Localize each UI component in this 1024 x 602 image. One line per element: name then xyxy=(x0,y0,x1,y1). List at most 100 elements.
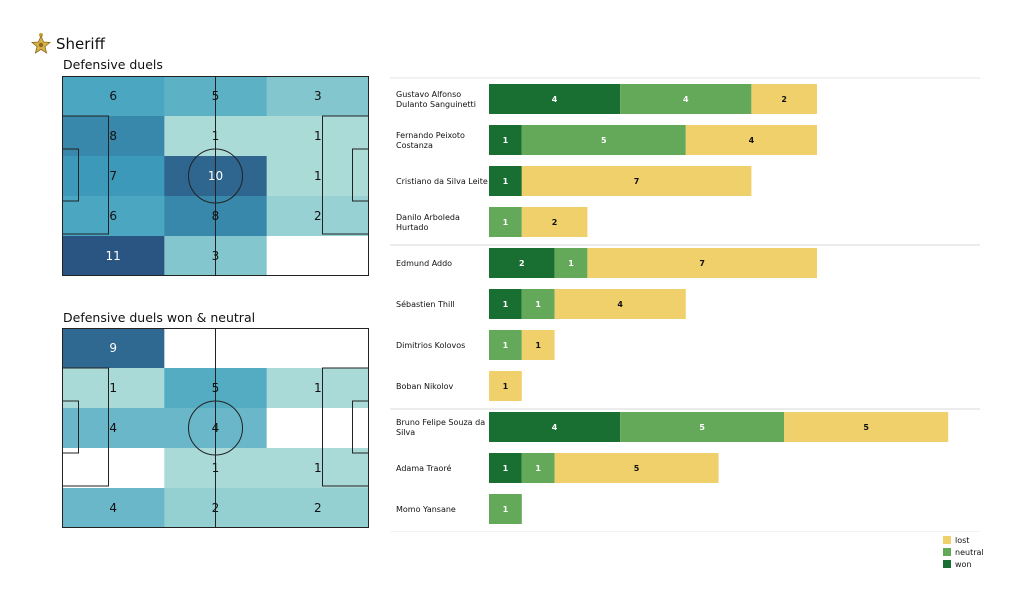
bar-segment-won xyxy=(489,166,522,196)
bar-value-neutral: 5 xyxy=(699,423,705,432)
bar-segment-lost xyxy=(489,371,522,401)
bar-segment-neutral xyxy=(620,84,752,114)
heatmap-cell-label: 3 xyxy=(212,249,220,263)
player-name: Edmund Addo xyxy=(396,259,452,268)
heatmap-cell xyxy=(62,76,165,117)
heatmap-cell-label: 9 xyxy=(109,341,117,355)
bar-segment-neutral xyxy=(521,125,686,155)
centre-circle xyxy=(188,400,243,456)
bar-value-neutral: 4 xyxy=(683,95,689,104)
heatmap-cell-label: 10 xyxy=(208,169,223,183)
bar-value-neutral: 1 xyxy=(503,505,509,514)
heatmap-cell xyxy=(266,76,369,117)
bar-value-lost: 5 xyxy=(863,423,869,432)
sheriff-star-icon xyxy=(30,33,52,54)
player-name: Cristiano da Silva Leite xyxy=(396,177,488,186)
bar-value-lost: 4 xyxy=(617,300,623,309)
bar-segment-lost xyxy=(587,248,817,278)
heatmap-cell-label: 4 xyxy=(109,501,117,515)
heatmap-cell-label: 3 xyxy=(314,89,322,103)
bar-value-won: 1 xyxy=(503,136,509,145)
bar-segment-won xyxy=(489,84,621,114)
heatmap-cell-label: 11 xyxy=(106,249,121,263)
bar-value-won: 4 xyxy=(552,95,558,104)
bar-segment-won xyxy=(489,412,621,442)
heatmap-cell xyxy=(62,116,165,157)
bar-segment-won xyxy=(489,453,522,483)
bar-segment-neutral xyxy=(521,289,555,319)
bar-segment-neutral xyxy=(521,453,555,483)
bar-segment-won xyxy=(489,289,522,319)
heatmap-cell xyxy=(266,448,369,489)
legend-label-won: won xyxy=(955,559,972,569)
heatmap-cell xyxy=(62,448,165,489)
heatmap-cell-label: 1 xyxy=(314,461,322,475)
bar-value-lost: 2 xyxy=(552,218,558,227)
player-name: Fernando Peixoto xyxy=(396,131,465,140)
bar-value-neutral: 5 xyxy=(601,136,607,145)
bar-value-lost: 7 xyxy=(699,259,705,268)
player-name: Boban Nikolov xyxy=(396,382,454,391)
heatmap-cell-label: 6 xyxy=(109,209,117,223)
heatmap-cell xyxy=(266,488,369,528)
bar-segment-lost xyxy=(554,453,719,483)
heatmap-cell-label: 2 xyxy=(314,501,322,515)
bar-segment-neutral xyxy=(489,330,522,360)
bar-segment-lost xyxy=(784,412,949,442)
bar-segment-neutral xyxy=(554,248,588,278)
goal-area-left xyxy=(62,400,79,454)
bar-value-neutral: 1 xyxy=(503,341,509,350)
legend-label-lost: lost xyxy=(955,535,970,545)
heatmap-cell xyxy=(266,156,369,197)
bar-value-neutral: 1 xyxy=(535,464,541,473)
bar-value-won: 2 xyxy=(519,259,525,268)
player-name: Costanza xyxy=(396,141,433,150)
bar-segment-lost xyxy=(521,330,555,360)
bar-value-neutral: 1 xyxy=(503,218,509,227)
bar-value-won: 1 xyxy=(503,300,509,309)
bar-value-won: 1 xyxy=(503,464,509,473)
heatmap-cell xyxy=(266,196,369,237)
legend-label-neutral: neutral xyxy=(955,547,984,557)
bar-segment-lost xyxy=(521,207,588,237)
bar-segment-lost xyxy=(685,125,817,155)
heatmap-cell-label: 1 xyxy=(314,381,322,395)
bar-segment-lost xyxy=(521,166,752,196)
heatmap-defensive-duels: 6 5 38 1 17 10 16 8 211 3 xyxy=(62,76,369,276)
bar-segment-won xyxy=(489,125,522,155)
heatmap-cell xyxy=(266,116,369,157)
heatmap-cell xyxy=(266,368,369,409)
bar-value-lost: 2 xyxy=(781,95,787,104)
pitch-title-defensive-duels: Defensive duels xyxy=(63,57,163,72)
player-name: Adama Traoré xyxy=(396,463,451,473)
heatmap-cell-label: 7 xyxy=(109,169,117,183)
heatmap-won-neutral: 9 1 5 1 4 4 1 1 4 2 2 xyxy=(62,328,369,528)
heatmap-cell xyxy=(266,408,369,449)
player-name: Danilo Arboleda xyxy=(396,213,460,222)
team-name: Sheriff xyxy=(56,35,105,53)
goal-area-left xyxy=(62,148,79,202)
heatmap-cell xyxy=(62,368,165,409)
heatmap-cell xyxy=(62,408,165,449)
bar-segment-lost xyxy=(751,84,817,114)
legend: lost neutral won xyxy=(943,534,984,570)
bar-value-lost: 1 xyxy=(535,341,541,350)
legend-swatch-lost xyxy=(943,536,951,544)
player-name: Hurtado xyxy=(396,223,428,232)
player-name: Sébastien Thill xyxy=(396,299,455,309)
goal-area-right xyxy=(352,148,369,202)
centre-circle xyxy=(188,148,243,204)
heatmap-cell-label: 1 xyxy=(314,129,322,143)
bar-segment-neutral xyxy=(489,207,522,237)
bar-value-neutral: 1 xyxy=(535,300,541,309)
player-name: Bruno Felipe Souza da xyxy=(396,418,485,427)
heatmap-cell-label: 8 xyxy=(212,209,220,223)
pitch-title-won-neutral: Defensive duels won & neutral xyxy=(63,310,256,325)
heatmap-cell-label: 1 xyxy=(212,129,220,143)
heatmap-cell xyxy=(62,328,165,369)
goal-area-right xyxy=(352,400,369,454)
bar-segment-neutral xyxy=(620,412,785,442)
heatmap-cell xyxy=(62,488,165,528)
player-name: Dimitrios Kolovos xyxy=(396,341,465,350)
heatmap-cell xyxy=(62,236,165,276)
